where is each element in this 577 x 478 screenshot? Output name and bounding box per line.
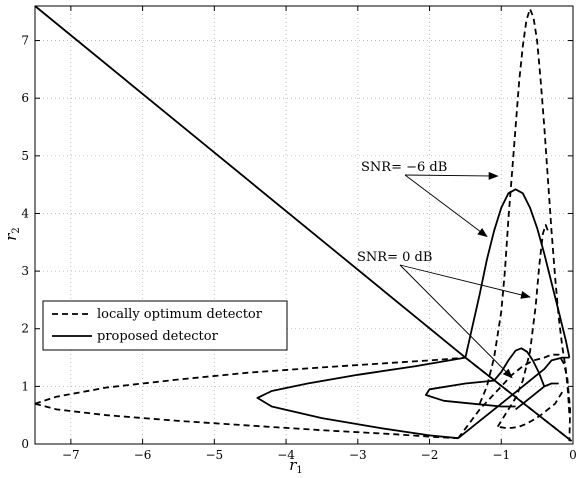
- series-layer: [34, 5, 573, 442]
- legend-box: [42, 300, 288, 351]
- y-tick-label-5: 5: [21, 149, 29, 163]
- series-line-7: [497, 391, 563, 429]
- y-axis-label-main: r: [2, 233, 20, 241]
- series-line-12: [424, 379, 516, 408]
- y-axis-label: r2: [2, 227, 22, 241]
- legend: locally optimum detector proposed detect…: [42, 300, 288, 351]
- y-tick-label-1: 1: [21, 379, 29, 393]
- y-tick-label-0: 0: [21, 437, 29, 451]
- series-line-8: [256, 356, 466, 440]
- x-tick-label-3: −4: [277, 448, 295, 462]
- y-tick-label-4: 4: [21, 206, 29, 220]
- svg-text:r2: r2: [2, 227, 22, 241]
- x-tick-label-6: −1: [492, 448, 510, 462]
- series-line-5: [478, 7, 571, 416]
- y-axis-label-sub: 2: [11, 227, 22, 233]
- x-tick-label-7: 0: [569, 448, 577, 462]
- series-line-11: [493, 347, 546, 387]
- series-line-10: [464, 188, 571, 358]
- ticks: −7 −6 −5 −4 −3 −2 −1 0 0 1 2 3 4 5 6 7: [21, 6, 577, 462]
- series-line-13: [515, 382, 559, 411]
- series-line-6: [496, 224, 549, 428]
- x-axis-label-main: r: [289, 456, 297, 474]
- series-line-1: [464, 356, 573, 442]
- x-tick-label-1: −6: [134, 448, 152, 462]
- y-tick-label-3: 3: [21, 264, 29, 278]
- x-tick-label-4: −3: [349, 448, 367, 462]
- y-tick-label-6: 6: [21, 91, 29, 105]
- series-line-9: [457, 356, 570, 439]
- plot-frame: [34, 5, 574, 445]
- y-tick-label-7: 7: [21, 34, 29, 48]
- x-axis-label-sub: 1: [296, 465, 302, 476]
- x-tick-label-0: −7: [62, 448, 80, 462]
- y-tick-label-2: 2: [21, 322, 29, 336]
- legend-label-locally-optimum: locally optimum detector: [97, 307, 263, 322]
- x-tick-label-5: −2: [421, 448, 439, 462]
- annotation-snr-minus6: SNR= −6 dB: [361, 160, 447, 175]
- svg-text:r1: r1: [289, 456, 303, 476]
- annotation-arrow-0-0: [404, 171, 499, 180]
- legend-label-proposed: proposed detector: [97, 329, 219, 344]
- annotation-arrow-1-0: [399, 264, 531, 299]
- annotations: SNR= −6 dB SNR= 0 dB: [357, 160, 531, 379]
- series-line-2: [34, 356, 466, 405]
- annotation-snr-0: SNR= 0 dB: [357, 250, 432, 265]
- annotation-arrow-1-1: [399, 264, 513, 379]
- x-tick-label-2: −5: [205, 448, 223, 462]
- annotation-arrow-0-1: [404, 174, 488, 238]
- x-axis-label: r1: [289, 456, 303, 476]
